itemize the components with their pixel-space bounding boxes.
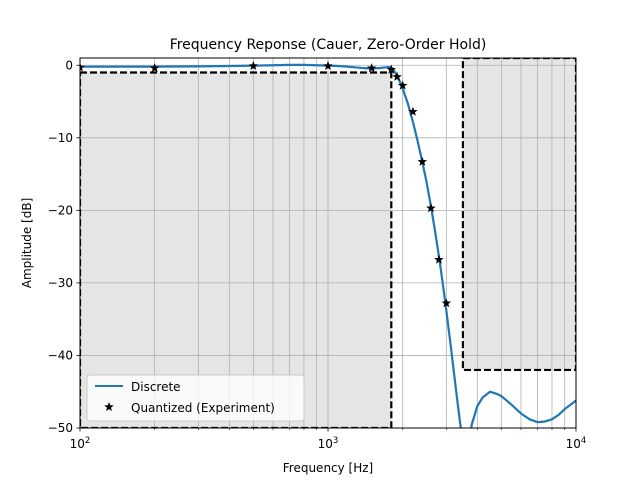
- spec-region-border-1: [461, 58, 576, 372]
- legend-label-quantized: Quantized (Experiment): [131, 401, 275, 415]
- x-axis-label: Frequency [Hz]: [283, 461, 374, 475]
- data-point-quantized: [434, 254, 444, 264]
- y-tick-label: −50: [48, 421, 73, 435]
- spec-region-0: [80, 72, 392, 428]
- spec-region-1: [462, 58, 576, 370]
- y-tick-label: −10: [48, 131, 73, 145]
- series-layer: [80, 60, 576, 428]
- data-point-quantized: [441, 298, 452, 308]
- x-tick-label: 102: [70, 436, 91, 451]
- x-tick-label: 103: [318, 436, 339, 451]
- legend-star-swatch: [104, 402, 114, 412]
- data-point-quantized: [408, 106, 418, 116]
- spec-region-border-0: [80, 71, 393, 428]
- data-point-quantized: [323, 60, 333, 71]
- data-point-quantized: [366, 63, 377, 73]
- y-tick-label: 0: [65, 58, 73, 72]
- x-axis: 102 103 104: [70, 428, 587, 451]
- data-point-quantized: [149, 63, 160, 73]
- chart-title: Frequency Reponse (Cauer, Zero-Order Hol…: [170, 37, 487, 53]
- data-point-quantized: [80, 62, 85, 72]
- spec-regions: [80, 58, 576, 428]
- y-tick-label: −40: [48, 348, 73, 362]
- grid: [79, 58, 577, 429]
- spec-region-borders: [80, 58, 576, 428]
- data-point-quantized: [426, 203, 436, 213]
- legend-label-discrete: Discrete: [131, 380, 181, 394]
- legend-box: [86, 374, 305, 422]
- y-axis-label: Amplitude [dB]: [20, 198, 34, 289]
- x-tick-label: 104: [566, 436, 587, 451]
- data-point-quantized: [248, 60, 259, 71]
- data-point-quantized: [417, 156, 428, 166]
- y-tick-label: −20: [48, 203, 73, 217]
- data-point-quantized: [392, 71, 402, 81]
- y-axis: 0 −10 −20 −30 −40 −50: [48, 58, 80, 435]
- y-tick-label: −30: [48, 276, 73, 290]
- data-point-quantized: [397, 80, 408, 90]
- legend: Discrete Quantized (Experiment): [86, 374, 305, 422]
- data-point-quantized: [386, 64, 397, 74]
